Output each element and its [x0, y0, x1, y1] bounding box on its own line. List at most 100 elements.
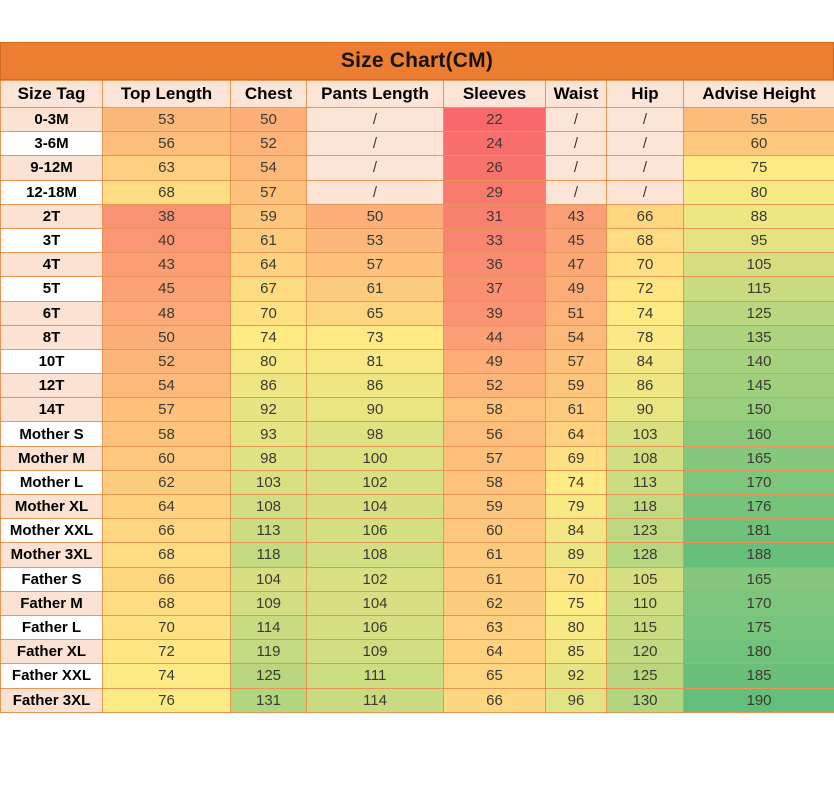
- value-cell: 74: [545, 469, 607, 496]
- value-cell: 114: [230, 614, 307, 641]
- size-tag-cell: 12T: [0, 373, 103, 399]
- value-cell: 190: [683, 687, 834, 713]
- value-cell: 37: [443, 276, 546, 302]
- size-tag-cell: Mother M: [0, 445, 103, 471]
- value-cell: 65: [306, 300, 444, 326]
- table-row: 8T 50 74 73 44 54 78 135: [0, 324, 834, 350]
- value-cell: 176: [683, 493, 834, 520]
- value-cell: 68: [102, 542, 231, 568]
- table-row: Father L 70 114 106 63 80 115 175: [0, 614, 834, 641]
- value-cell: 86: [606, 373, 684, 399]
- na-cell: /: [306, 131, 444, 157]
- table-row: Father XL 72 119 109 64 85 120 180: [0, 639, 834, 665]
- value-cell: 175: [683, 614, 834, 641]
- value-cell: 84: [545, 518, 607, 544]
- value-cell: 40: [102, 227, 231, 254]
- value-cell: 131: [230, 687, 307, 713]
- value-cell: 65: [443, 663, 546, 689]
- column-header-1: Top Length: [102, 80, 231, 108]
- table-row: 12-18M 68 57/29//80: [0, 179, 834, 205]
- value-cell: 44: [443, 324, 546, 350]
- size-tag-cell: Father S: [0, 566, 103, 592]
- size-tag-cell: Father XL: [0, 639, 103, 665]
- value-cell: 160: [683, 421, 834, 447]
- value-cell: 86: [230, 373, 307, 399]
- value-cell: 58: [443, 469, 546, 496]
- value-cell: 50: [306, 203, 444, 229]
- value-cell: 98: [230, 445, 307, 471]
- table-row: 5T 45 67 61 37 49 72 115: [0, 276, 834, 302]
- value-cell: 74: [102, 663, 231, 689]
- value-cell: 111: [306, 663, 444, 689]
- value-cell: 106: [306, 614, 444, 641]
- na-cell: /: [606, 155, 684, 181]
- value-cell: 185: [683, 663, 834, 689]
- value-cell: 115: [606, 614, 684, 641]
- value-cell: 105: [683, 252, 834, 278]
- value-cell: 57: [306, 252, 444, 278]
- column-header-6: Hip: [606, 80, 684, 108]
- na-cell: /: [545, 106, 607, 133]
- column-header-2: Chest: [230, 80, 307, 108]
- value-cell: 114: [306, 687, 444, 713]
- value-cell: 59: [443, 493, 546, 520]
- value-cell: 109: [230, 590, 307, 616]
- value-cell: 68: [606, 227, 684, 254]
- value-cell: 123: [606, 518, 684, 544]
- value-cell: 102: [306, 566, 444, 592]
- value-cell: 70: [606, 252, 684, 278]
- value-cell: 64: [230, 252, 307, 278]
- value-cell: 113: [230, 518, 307, 544]
- value-cell: 54: [102, 373, 231, 399]
- column-header-0: Size Tag: [0, 80, 103, 108]
- value-cell: 76: [102, 687, 231, 713]
- value-cell: 26: [443, 155, 546, 181]
- value-cell: 62: [443, 590, 546, 616]
- value-cell: 106: [306, 518, 444, 544]
- value-cell: 110: [606, 590, 684, 616]
- table-row: 14T 57 92 90 58 61 90 150: [0, 397, 834, 423]
- value-cell: 63: [102, 155, 231, 181]
- size-tag-cell: Mother L: [0, 469, 103, 496]
- value-cell: 118: [230, 542, 307, 568]
- value-cell: 165: [683, 445, 834, 471]
- size-tag-cell: Father L: [0, 614, 103, 641]
- value-cell: 69: [545, 445, 607, 471]
- size-tag-cell: Father M: [0, 590, 103, 616]
- size-tag-cell: 3T: [0, 227, 103, 254]
- value-cell: 59: [230, 203, 307, 229]
- value-cell: 75: [545, 590, 607, 616]
- value-cell: 103: [606, 421, 684, 447]
- size-tag-cell: 5T: [0, 276, 103, 302]
- value-cell: 48: [102, 300, 231, 326]
- header-row: Size Tag Top Length Chest Pants Length Sleev…: [0, 80, 834, 108]
- na-cell: /: [545, 179, 607, 205]
- size-chart-table: Size Tag Top Length Chest Pants Length Sleev…: [0, 80, 834, 713]
- value-cell: 47: [545, 252, 607, 278]
- value-cell: 54: [545, 324, 607, 350]
- value-cell: 100: [306, 445, 444, 471]
- value-cell: 89: [545, 542, 607, 568]
- size-tag-cell: 2T: [0, 203, 103, 229]
- value-cell: 61: [545, 397, 607, 423]
- value-cell: 113: [606, 469, 684, 496]
- value-cell: 88: [683, 203, 834, 229]
- chart-title-bar: Size Chart(CM): [0, 42, 834, 80]
- value-cell: 80: [683, 179, 834, 205]
- value-cell: 22: [443, 106, 546, 133]
- value-cell: 66: [102, 518, 231, 544]
- value-cell: 64: [443, 639, 546, 665]
- value-cell: 45: [545, 227, 607, 254]
- value-cell: 85: [545, 639, 607, 665]
- size-tag-cell: Mother XXL: [0, 518, 103, 544]
- table-row: Father 3XL 76 131 114 66 96 130 190: [0, 687, 834, 713]
- value-cell: 59: [545, 373, 607, 399]
- value-cell: 140: [683, 348, 834, 375]
- size-tag-cell: 4T: [0, 252, 103, 278]
- value-cell: 120: [606, 639, 684, 665]
- column-header-7: Advise Height: [683, 80, 834, 108]
- value-cell: 78: [606, 324, 684, 350]
- value-cell: 31: [443, 203, 546, 229]
- value-cell: 58: [443, 397, 546, 423]
- value-cell: 68: [102, 590, 231, 616]
